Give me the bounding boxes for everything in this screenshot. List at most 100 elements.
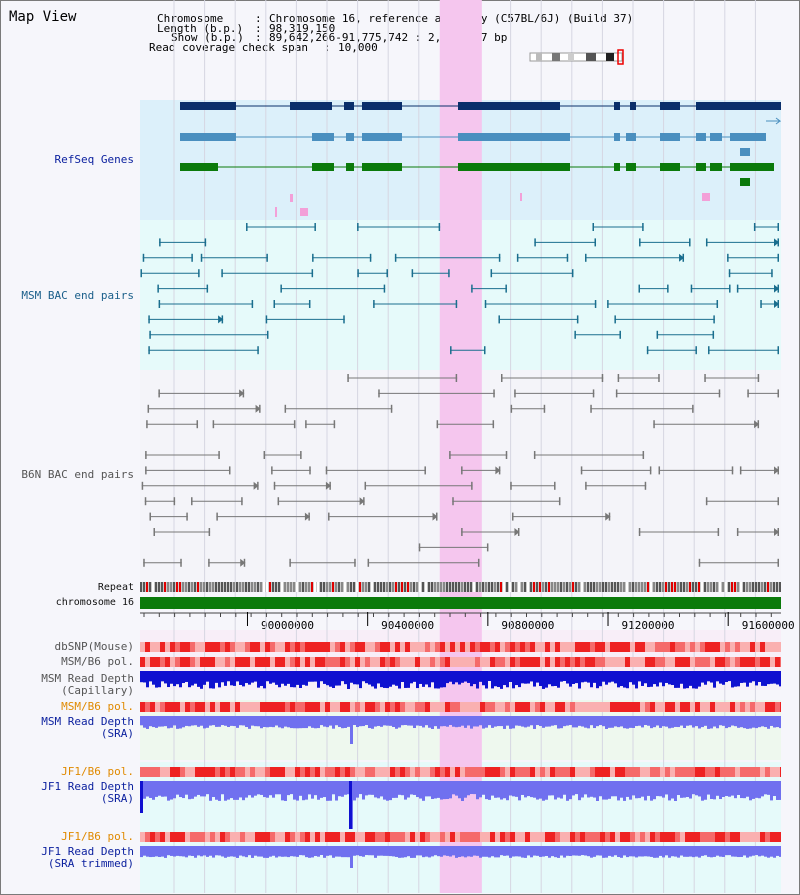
jf1-b6-pol-heatmap-1-cell	[150, 767, 155, 777]
repeat-element	[401, 582, 403, 592]
dbsnp-heatmap-cell	[215, 642, 220, 652]
track-label-msm-bac[interactable]: MSM BAC end pairs	[21, 289, 134, 302]
msm-sra-depth-bar	[728, 716, 731, 728]
msm-capillary-depth-bar	[677, 671, 680, 688]
msm-capillary-depth-bar	[164, 671, 167, 684]
msm-sra-depth-bar	[500, 716, 503, 727]
track-label-b6n-bac[interactable]: B6N BAC end pairs	[21, 468, 134, 481]
bac-end	[760, 300, 762, 308]
msm-capillary-depth-bar	[380, 671, 383, 688]
jf1-trimmed-depth-bar	[446, 846, 449, 856]
msm-sra-depth-bar	[158, 716, 161, 727]
msm-sra-depth-bar	[194, 716, 197, 726]
jf1-sra-depth-bar	[329, 781, 332, 801]
jf1-sra-depth-bar	[662, 781, 665, 798]
jf1-trimmed-depth-bar	[314, 846, 317, 857]
track-label-msm-depth-sra[interactable]: MSM Read Depth	[41, 715, 134, 728]
jf1-sra-depth-bar	[179, 781, 182, 798]
jf1-sra-depth-bar	[395, 781, 398, 798]
gene-arrow-right	[766, 117, 781, 125]
bac-end	[471, 284, 473, 293]
dbsnp-heatmap-cell	[230, 642, 235, 652]
repeat-element	[524, 582, 526, 592]
track-label-msm-b6-pol-2[interactable]: MSM/B6 pol.	[61, 700, 134, 713]
msm-sra-depth-bar	[698, 716, 701, 729]
bac-end	[511, 512, 514, 521]
jf1-sra-depth-bar	[443, 781, 446, 800]
track-label-dbsnp[interactable]: dbSNP(Mouse)	[54, 640, 134, 653]
jf1-b6-pol-heatmap-1-cell	[375, 767, 380, 777]
msm-sra-depth-bar	[203, 716, 206, 729]
track-label-msm-depth-capillary[interactable]: MSM Read Depth	[41, 672, 134, 685]
msm-capillary-depth-bar	[593, 671, 596, 683]
jf1-sra-depth-bar	[359, 781, 362, 795]
track-label-jf1-b6-pol-1[interactable]: JF1/B6 pol.	[61, 765, 134, 778]
dbsnp-heatmap-cell	[235, 642, 240, 652]
repeat-element	[335, 582, 337, 592]
genome-plot[interactable]	[140, 0, 781, 893]
msm-capillary-depth-bar	[596, 671, 599, 689]
repeat-element	[518, 582, 520, 592]
msm-b6-pol-heatmap-1-cell	[530, 657, 535, 667]
jf1-b6-pol-heatmap-1-cell	[265, 767, 270, 777]
bac-end	[452, 497, 454, 506]
bac-end	[533, 451, 536, 459]
track-label-jf1-depth-trimmed[interactable]: JF1 Read Depth	[41, 845, 134, 858]
repeat-element	[755, 582, 757, 592]
jf1-b6-pol-heatmap-2-cell	[625, 832, 630, 842]
msm-capillary-depth-bar	[545, 671, 548, 688]
repeat-element	[212, 582, 214, 592]
msm-capillary-depth-bar	[608, 671, 611, 683]
msm-sra-depth-bar	[179, 716, 182, 729]
bac-end	[273, 481, 276, 490]
dbsnp-heatmap-cell	[465, 642, 470, 652]
track-label-msm-b6-pol-1[interactable]: MSM/B6 pol.	[61, 655, 134, 668]
msm-sra-depth-bar	[269, 716, 272, 727]
jf1-trimmed-depth-bar	[563, 846, 566, 858]
msm-b6-pol-heatmap-1-cell	[285, 657, 290, 667]
msm-sra-depth-bar	[746, 716, 749, 729]
msm-sra-depth-bar	[488, 716, 491, 726]
jf1-b6-pol-heatmap-1-cell	[355, 767, 360, 777]
jf1-trimmed-depth-bar	[452, 846, 455, 856]
track-label-jf1-b6-pol-2[interactable]: JF1/B6 pol.	[61, 830, 134, 843]
jf1-trimmed-depth-bar	[392, 846, 395, 857]
dbsnp-heatmap-cell	[160, 642, 165, 652]
msm-capillary-depth-bar	[149, 671, 152, 682]
track-label-repeat[interactable]: Repeat	[97, 582, 134, 593]
jf1-sra-depth-bar	[695, 781, 698, 796]
msm-sra-depth-bar	[260, 716, 263, 729]
bac-end	[251, 300, 254, 308]
msm-b6-pol-heatmap-2-cell	[245, 702, 250, 712]
bac-end	[314, 223, 316, 231]
msm-sra-depth-bar	[149, 716, 152, 727]
jf1-sra-depth-bar	[707, 781, 710, 795]
jf1-b6-pol-heatmap-2-cell	[305, 832, 310, 842]
msm-capillary-depth-bar	[512, 671, 515, 689]
jf1-b6-pol-heatmap-2-cell	[280, 832, 285, 842]
repeat-element	[215, 582, 217, 592]
jf1-sra-depth-bar	[449, 781, 452, 799]
track-label-jf1-depth-sra[interactable]: JF1 Read Depth	[41, 780, 134, 793]
msm-sra-depth-bar	[485, 716, 488, 728]
track-label-refseq[interactable]: RefSeq Genes	[54, 153, 134, 166]
jf1-b6-pol-heatmap-1-cell	[305, 767, 310, 777]
b6n-bac-track	[141, 374, 779, 567]
repeat-element	[695, 582, 697, 592]
dbsnp-heatmap-cell	[590, 642, 595, 652]
jf1-trimmed-depth-bar	[635, 846, 638, 858]
jf1-trimmed-depth-bar	[554, 846, 557, 858]
msm-sra-depth-bar	[329, 716, 332, 726]
jf1-b6-pol-heatmap-2-cell	[595, 832, 600, 842]
jf1-b6-pol-heatmap-2-cell	[200, 832, 205, 842]
dbsnp-heatmap-cell	[480, 642, 485, 652]
msm-b6-pol-heatmap-2-cell	[345, 702, 350, 712]
msm-sra-depth-bar	[695, 716, 698, 727]
msm-sra-depth-bar	[359, 716, 362, 727]
jf1-b6-pol-heatmap-1-cell	[240, 767, 245, 777]
jf1-b6-pol-heatmap-1-cell	[550, 767, 555, 777]
msm-capillary-depth-bar	[569, 671, 572, 687]
genome-tracks-svg[interactable]	[140, 0, 781, 893]
msm-capillary-depth-bar	[728, 671, 731, 682]
jf1-trimmed-depth-bar	[464, 846, 467, 858]
